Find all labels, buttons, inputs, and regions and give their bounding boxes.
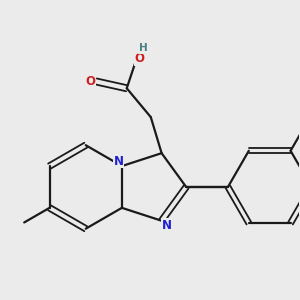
Text: H: H <box>139 43 147 53</box>
Text: N: N <box>161 219 171 232</box>
Text: N: N <box>114 155 124 168</box>
Text: O: O <box>85 75 95 88</box>
Text: O: O <box>135 52 145 65</box>
